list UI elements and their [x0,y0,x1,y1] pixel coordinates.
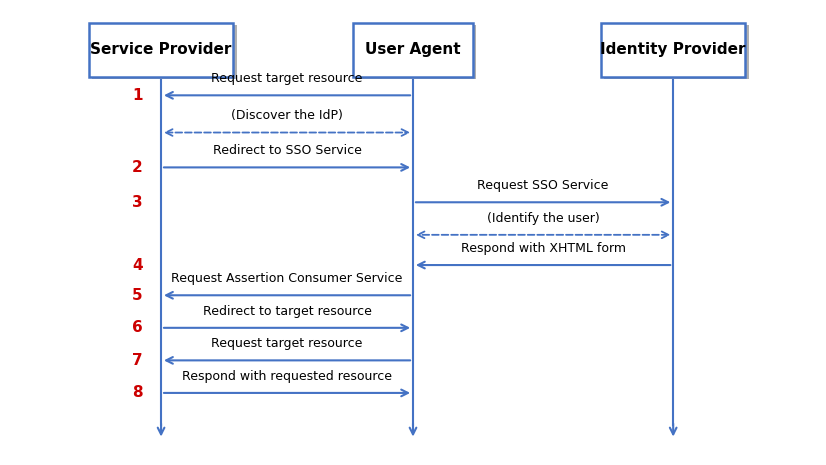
Text: 3: 3 [132,195,143,210]
Text: 5: 5 [132,288,143,303]
Bar [93,25,236,79]
Text: 7: 7 [132,353,143,368]
Text: Request Assertion Consumer Service: Request Assertion Consumer Service [171,272,403,285]
Text: 4: 4 [132,258,143,272]
Text: Request SSO Service: Request SSO Service [477,179,609,192]
Bar [604,25,748,79]
Bar [354,23,472,77]
Text: 8: 8 [132,385,143,400]
Text: (Discover the IdP): (Discover the IdP) [231,109,343,122]
Bar [601,23,745,77]
Text: User Agent: User Agent [365,42,461,58]
Text: 1: 1 [132,88,143,103]
Text: Identity Provider: Identity Provider [601,42,746,58]
Bar [89,23,233,77]
Bar [357,25,476,79]
Text: Request target resource: Request target resource [211,72,363,85]
Text: Respond with XHTML form: Respond with XHTML form [461,242,625,255]
Text: (Identify the user): (Identify the user) [487,212,600,225]
Text: Redirect to target resource: Redirect to target resource [202,305,372,318]
Text: Redirect to SSO Service: Redirect to SSO Service [212,144,362,157]
Text: 6: 6 [132,320,143,335]
Text: 2: 2 [132,160,143,175]
Text: Respond with requested resource: Respond with requested resource [182,370,392,383]
Text: Service Provider: Service Provider [90,42,232,58]
Text: Request target resource: Request target resource [211,337,363,350]
